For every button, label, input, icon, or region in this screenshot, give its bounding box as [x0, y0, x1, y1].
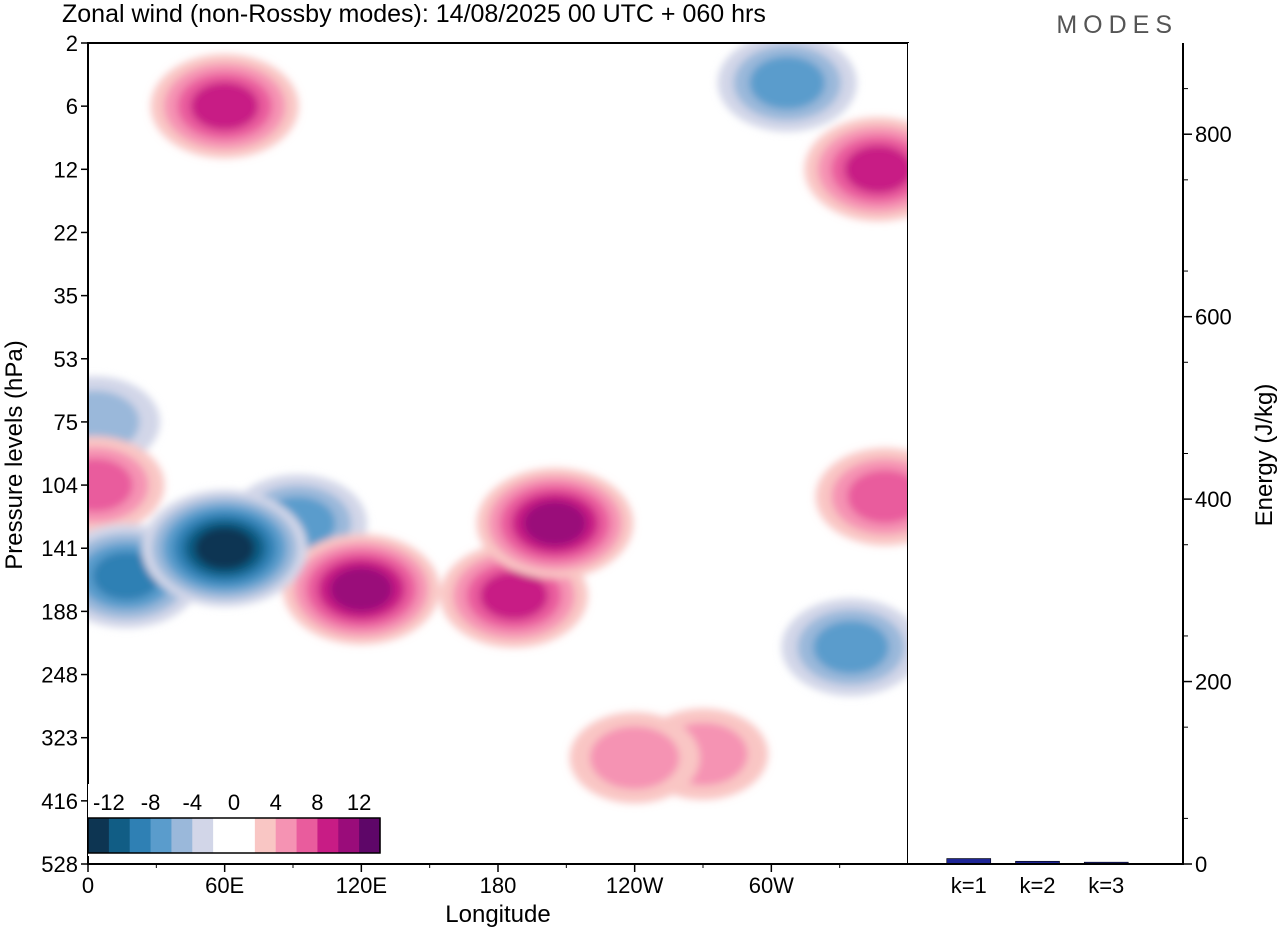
y-tick-label-9: 188 — [41, 599, 78, 624]
colorbar-label-4: 4 — [270, 790, 282, 815]
y-tick-label-8: 141 — [41, 536, 78, 561]
colorbar-swatch-5 — [192, 818, 214, 853]
wind-contour-12-5 — [329, 566, 393, 612]
y-axis: 2 6 12 22 35 53 75 104 141 188 248 323 416 528 — [41, 31, 88, 877]
y-tick-label-10: 248 — [41, 663, 78, 688]
colorbar-label-1: -8 — [141, 790, 161, 815]
colorbar-frame — [87, 817, 381, 854]
y-tick-label-12: 416 — [41, 789, 78, 814]
wind-contour-4-3 — [813, 620, 889, 674]
x-tick-label-1: 60E — [205, 873, 244, 898]
colorbar-swatch-3 — [150, 818, 173, 853]
energy-tick-label-3: 600 — [1195, 305, 1232, 330]
wind-contour-8-4 — [92, 551, 161, 600]
colorbar-swatch-11 — [317, 818, 339, 853]
x-tick-label-0: 0 — [82, 873, 94, 898]
colorbar-swatch-8 — [254, 818, 277, 853]
colorbar-swatch-10 — [296, 818, 319, 853]
colorbar-swatch-6 — [213, 818, 235, 853]
heatmap-background — [88, 43, 908, 864]
x-axis: 0 60E 120E 180 120W 60W — [82, 864, 841, 898]
wind-contour-7-3 — [88, 458, 133, 512]
colorbar-swatch-0 — [88, 818, 110, 853]
colorbar-swatch-1 — [108, 818, 131, 853]
chart-title: Zonal wind (non-Rossby modes): 14/08/202… — [62, 0, 766, 28]
x-tick-label-4: 120W — [606, 873, 664, 898]
colorbar-swatch-7 — [234, 818, 256, 853]
x-tick-label-5: 60W — [749, 873, 794, 898]
colorbar-label-2: -4 — [183, 790, 203, 815]
energy-tick-label-1: 200 — [1195, 670, 1232, 695]
colorbar-label-0: -12 — [93, 790, 125, 815]
y-tick-label-3: 22 — [54, 220, 78, 245]
y-tick-label-6: 75 — [54, 410, 78, 435]
colorbar-label-3: 0 — [228, 790, 240, 815]
wind-contour-5-3 — [847, 470, 908, 524]
wind-contour-2-2 — [589, 726, 680, 790]
heatmap-contours — [88, 43, 908, 804]
y-tick-label-0: 2 — [66, 31, 78, 56]
y-tick-label-4: 35 — [54, 284, 78, 309]
energy-tick-label-0: 0 — [1195, 852, 1207, 877]
colorbar-swatch-2 — [129, 818, 152, 853]
modes-logo: MODES — [1056, 11, 1178, 39]
energy-tick-label-2: 400 — [1195, 487, 1232, 512]
energy-panel-background — [908, 43, 1184, 864]
y-tick-label-13: 528 — [41, 852, 78, 877]
y-tick-label-2: 12 — [54, 157, 78, 182]
y-tick-label-7: 104 — [41, 473, 78, 498]
energy-bar-label-k=2: k=2 — [1019, 873, 1055, 898]
wind-contour-6-3 — [749, 56, 826, 110]
colorbar: -12 -8 -4 0 4 8 12 — [87, 784, 382, 856]
colorbar-label-6: 12 — [347, 790, 371, 815]
x-tick-label-3: 180 — [480, 873, 517, 898]
x-tick-label-2: 120E — [336, 873, 387, 898]
colorbar-swatch-13 — [359, 818, 381, 853]
x-axis-label: Longitude — [445, 901, 550, 928]
y-tick-label-5: 53 — [54, 347, 78, 372]
energy-tick-label-4: 800 — [1195, 122, 1232, 147]
colorbar-swatch-9 — [275, 818, 298, 853]
energy-panel: k=1 k=2 k=3 0 200 400 600 800 Energy (J/kg) — [908, 43, 1278, 898]
energy-bar-label-k=3: k=3 — [1088, 873, 1124, 898]
wind-contour-10-4 — [190, 82, 259, 131]
y-tick-label-1: 6 — [66, 94, 78, 119]
wind-contour-14-6 — [194, 527, 255, 570]
heatmap-field — [88, 43, 908, 864]
y-axis-label: Pressure levels (hPa) — [1, 340, 28, 569]
colorbar-label-5: 8 — [311, 790, 323, 815]
wind-contour-13-5 — [523, 500, 587, 546]
wind-contour-11-4 — [844, 145, 908, 194]
energy-axis-label: Energy (J/kg) — [1251, 384, 1278, 527]
energy-bar-label-k=1: k=1 — [951, 873, 987, 898]
y-tick-label-11: 323 — [41, 726, 78, 751]
colorbar-swatch-12 — [338, 818, 360, 853]
colorbar-swatch-4 — [171, 818, 193, 853]
wind-contour-9-4 — [479, 571, 548, 620]
